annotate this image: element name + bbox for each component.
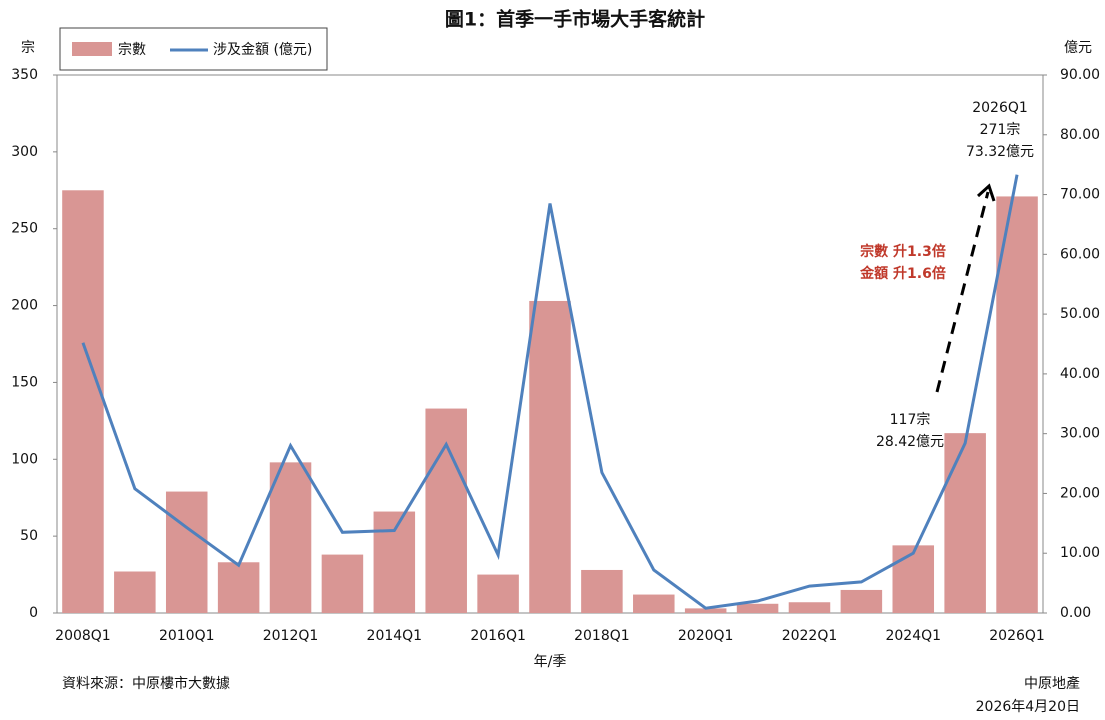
x-tick-label: 2022Q1: [782, 628, 838, 644]
arrow-line: [935, 191, 990, 393]
x-tick-label: 2008Q1: [55, 628, 111, 644]
y-tick-label: 100: [11, 451, 38, 467]
x-tick-label: 2012Q1: [263, 628, 319, 644]
y2-axis-title: 億元: [1064, 40, 1092, 56]
y2-tick-label: 40.00: [1060, 366, 1100, 382]
x-tick-label: 2026Q1: [989, 628, 1045, 644]
chart-title: 圖1：首季一手市場大手客統計: [445, 8, 705, 31]
y-tick-label: 350: [11, 67, 38, 83]
annotation: 2026Q1: [972, 100, 1028, 116]
bar: [217, 562, 260, 613]
legend-label: 宗數: [118, 42, 146, 58]
annotation: 28.42億元: [876, 434, 944, 450]
bar: [581, 569, 623, 613]
bar: [165, 491, 208, 613]
y2-tick-label: 90.00: [1060, 67, 1100, 83]
line-series: [81, 174, 1019, 610]
annotation: 金額 升1.6倍: [859, 265, 946, 282]
y-tick-label: 50: [20, 528, 38, 544]
bar: [373, 511, 416, 613]
source: 資料來源：中原樓市大數據: [62, 675, 230, 692]
bar: [944, 433, 986, 613]
y-tick-label: 0: [29, 605, 38, 621]
y2-tick-label: 0.00: [1060, 605, 1091, 621]
bar: [788, 602, 831, 613]
bar: [736, 603, 779, 613]
annotation: 宗數 升1.3倍: [860, 243, 946, 260]
y-tick-label: 250: [11, 221, 38, 237]
bar: [477, 574, 519, 613]
x-tick-label: 2014Q1: [367, 628, 423, 644]
x-tick-label: 2018Q1: [574, 628, 630, 644]
y2-tick-label: 20.00: [1060, 485, 1100, 501]
publisher: 中原地產: [1024, 675, 1080, 692]
annotation: 73.32億元: [966, 144, 1034, 160]
bar: [269, 462, 312, 613]
y-tick-label: 150: [11, 374, 38, 390]
y2-tick-label: 50.00: [1060, 306, 1100, 322]
x-tick-label: 2016Q1: [470, 628, 526, 644]
bar: [840, 589, 883, 613]
y-tick-label: 200: [11, 298, 38, 314]
y2-tick-label: 80.00: [1060, 127, 1100, 143]
legend-label: 涉及金額 (億元): [213, 42, 312, 58]
bar: [321, 554, 364, 613]
x-tick-label: 2020Q1: [678, 628, 734, 644]
bar: [62, 190, 104, 614]
bar: [114, 571, 156, 613]
y2-tick-label: 10.00: [1060, 545, 1100, 561]
y2-tick-label: 70.00: [1060, 187, 1100, 203]
bar: [892, 545, 935, 613]
y-axis-title: 宗: [21, 40, 35, 56]
y2-tick-label: 60.00: [1060, 246, 1100, 262]
arrow-head: [976, 183, 996, 202]
bar: [425, 408, 467, 613]
y-tick-label: 300: [11, 144, 38, 160]
legend-swatch: [72, 42, 112, 56]
x-tick-label: 2010Q1: [159, 628, 215, 644]
date: 2026年4月20日: [976, 699, 1080, 715]
bar: [684, 608, 727, 613]
x-tick-label: 2024Q1: [885, 628, 941, 644]
bar: [633, 594, 675, 613]
bar: [529, 300, 571, 613]
x-axis-title: 年/季: [534, 654, 567, 670]
annotation: 117宗: [890, 412, 931, 428]
y2-tick-label: 30.00: [1060, 426, 1100, 442]
bar: [996, 196, 1038, 614]
annotation: 271宗: [980, 122, 1021, 138]
